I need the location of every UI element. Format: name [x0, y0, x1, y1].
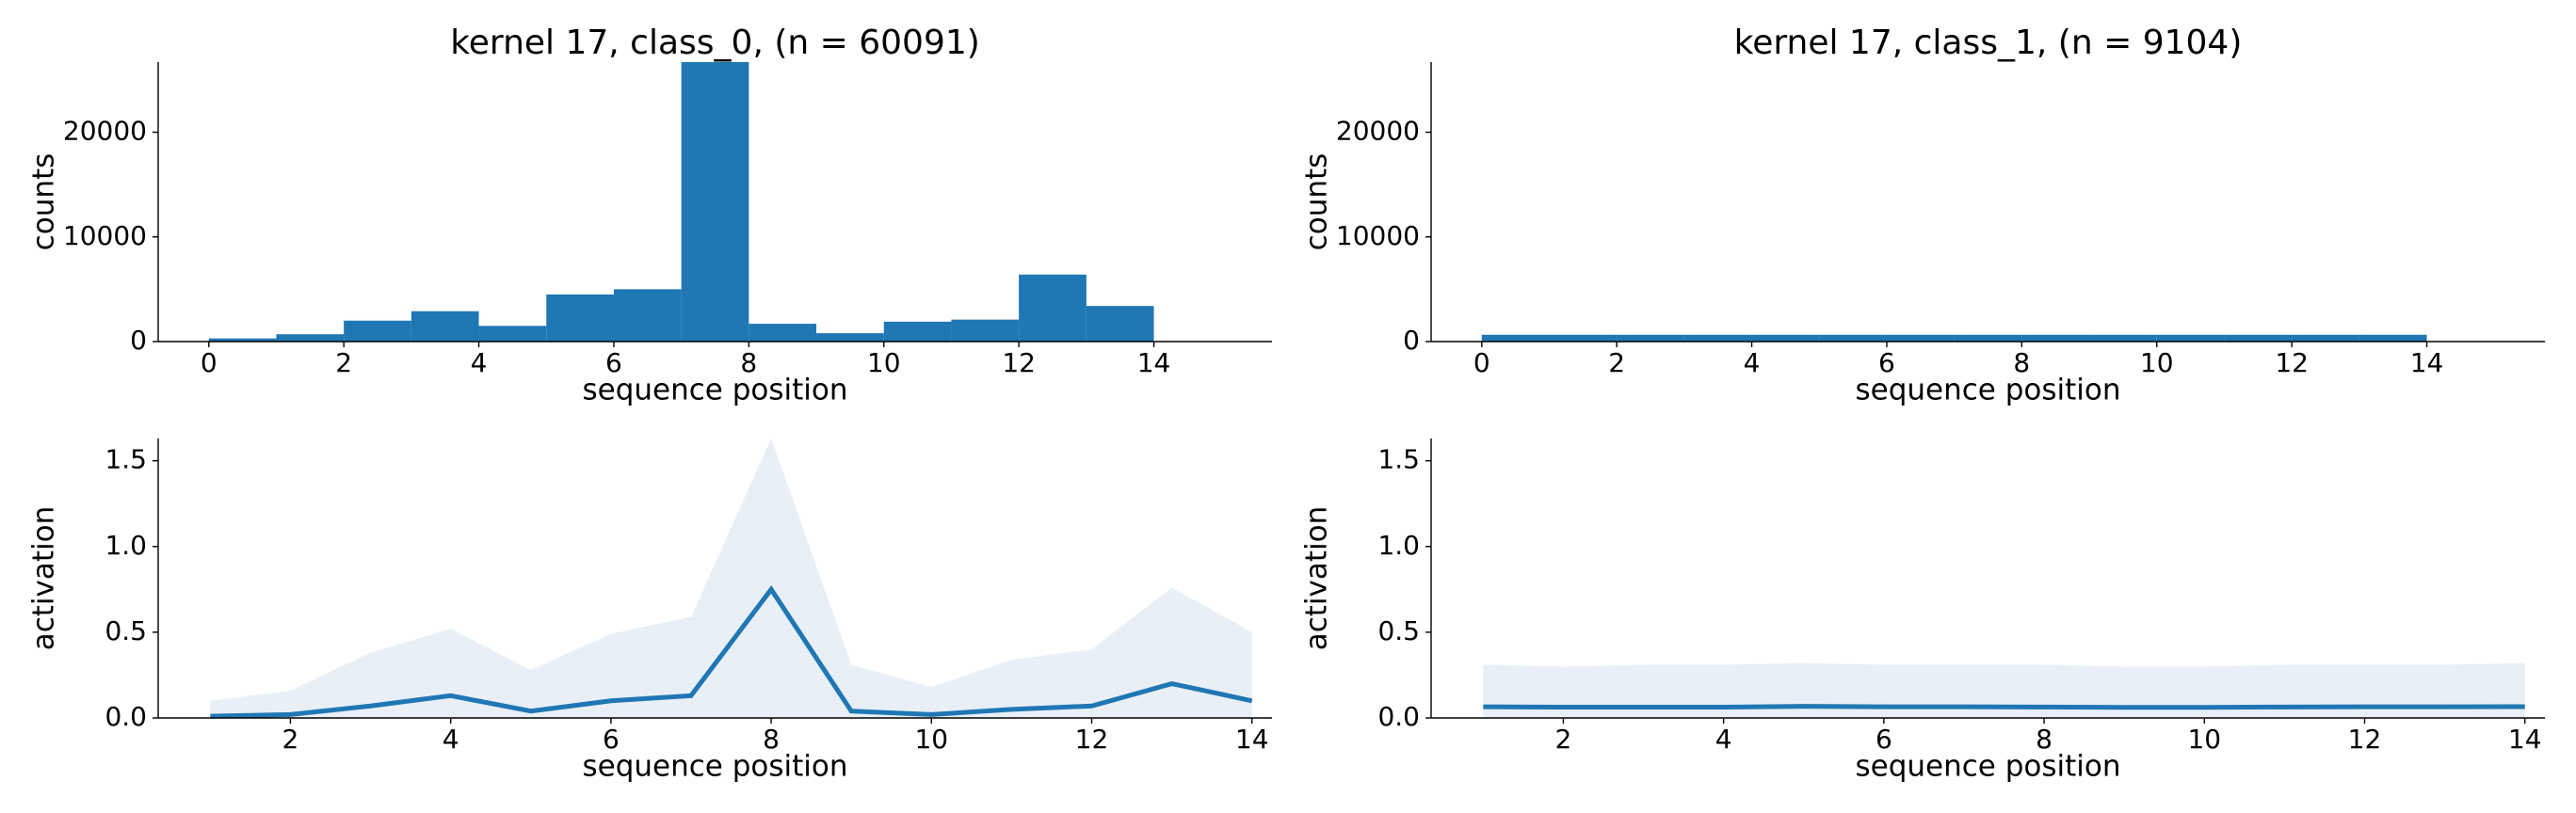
x-tick-label: 12: [2348, 724, 2382, 755]
x-tick-label: 14: [1235, 724, 1269, 755]
chart-title: kernel 17, class_0, (n = 60091): [450, 24, 980, 62]
y-tick-label: 1.5: [105, 444, 147, 475]
line: [1483, 704, 2525, 710]
bar: [1954, 334, 2022, 342]
y-tick-label: 10000: [63, 220, 147, 251]
y-tick-label: 20000: [63, 116, 147, 147]
x-tick-label: 6: [605, 347, 622, 378]
bar: [2292, 334, 2359, 342]
bar: [1019, 274, 1087, 342]
bar: [208, 338, 277, 342]
x-tick-label: 10: [2187, 724, 2221, 755]
x-tick-label: 4: [443, 724, 459, 755]
bar: [749, 324, 817, 342]
band: [210, 438, 1252, 718]
y-axis-label: activation: [27, 506, 61, 651]
bar: [883, 321, 952, 342]
x-tick-label: 8: [763, 724, 780, 755]
bar: [951, 319, 1020, 342]
x-tick-label: 6: [1878, 347, 1895, 378]
bar: [1086, 306, 1154, 342]
x-tick-label: 10: [867, 347, 901, 378]
y-tick-label: 0: [1403, 325, 1420, 356]
bar: [1886, 334, 1955, 342]
bar: [2089, 334, 2157, 342]
x-tick-label: 0: [201, 347, 217, 378]
y-tick-label: 0: [130, 325, 147, 356]
y-axis-label: counts: [1300, 153, 1334, 251]
x-tick-label: 2: [1608, 347, 1625, 378]
x-tick-label: 14: [2410, 347, 2444, 378]
x-tick-label: 4: [1715, 724, 1732, 755]
y-tick-label: 1.5: [1377, 444, 1420, 475]
x-tick-label: 10: [2140, 347, 2174, 378]
x-tick-label: 2: [1555, 724, 1572, 755]
bar: [276, 334, 345, 342]
chart-title: kernel 17, class_1, (n = 9104): [1734, 24, 2243, 62]
band: [1483, 662, 2525, 718]
x-tick-label: 12: [1075, 724, 1109, 755]
x-tick-label: 14: [2508, 724, 2542, 755]
bar: [2021, 334, 2090, 342]
y-tick-label: 0.0: [1377, 701, 1420, 732]
bar: [816, 333, 884, 342]
x-tick-label: 2: [335, 347, 352, 378]
x-axis-label: sequence position: [1855, 374, 2120, 407]
x-tick-label: 12: [1002, 347, 1036, 378]
y-axis-label: activation: [1300, 506, 1334, 651]
bar: [2359, 334, 2427, 342]
bar: [2224, 334, 2293, 342]
x-tick-label: 0: [1473, 347, 1490, 378]
bar: [478, 326, 547, 342]
y-tick-label: 1.0: [1377, 530, 1420, 561]
x-axis-label: sequence position: [1855, 750, 2120, 784]
x-tick-label: 6: [1876, 724, 1892, 755]
x-tick-label: 2: [282, 724, 299, 755]
x-tick-label: 8: [2036, 724, 2053, 755]
x-tick-label: 8: [740, 347, 757, 378]
bar: [1617, 334, 1684, 342]
bar: [411, 311, 479, 342]
y-axis-label: counts: [27, 153, 61, 251]
y-tick-label: 10000: [1336, 220, 1420, 251]
x-tick-label: 10: [914, 724, 948, 755]
bar: [1819, 334, 1887, 342]
bar: [1549, 334, 1618, 342]
x-tick-label: 14: [1137, 347, 1171, 378]
x-tick-label: 6: [603, 724, 620, 755]
y-tick-label: 0.5: [105, 615, 147, 646]
bar: [344, 320, 411, 342]
y-tick-label: 0.0: [105, 701, 147, 732]
y-tick-label: 0.5: [1377, 615, 1420, 646]
bar: [546, 294, 614, 342]
bar: [1481, 334, 1550, 342]
line: [210, 585, 1253, 719]
bar: [1751, 334, 1820, 342]
x-axis-label: sequence position: [582, 374, 847, 407]
x-axis-label: sequence position: [582, 750, 847, 784]
x-tick-label: 8: [2013, 347, 2030, 378]
y-tick-label: 1.0: [105, 530, 147, 561]
bar: [1683, 334, 1752, 342]
x-tick-label: 12: [2275, 347, 2309, 378]
bar: [2156, 334, 2225, 342]
x-tick-label: 4: [1744, 347, 1761, 378]
x-tick-label: 4: [471, 347, 488, 378]
bar: [681, 62, 749, 342]
y-tick-label: 20000: [1336, 116, 1420, 147]
bar: [613, 289, 682, 342]
